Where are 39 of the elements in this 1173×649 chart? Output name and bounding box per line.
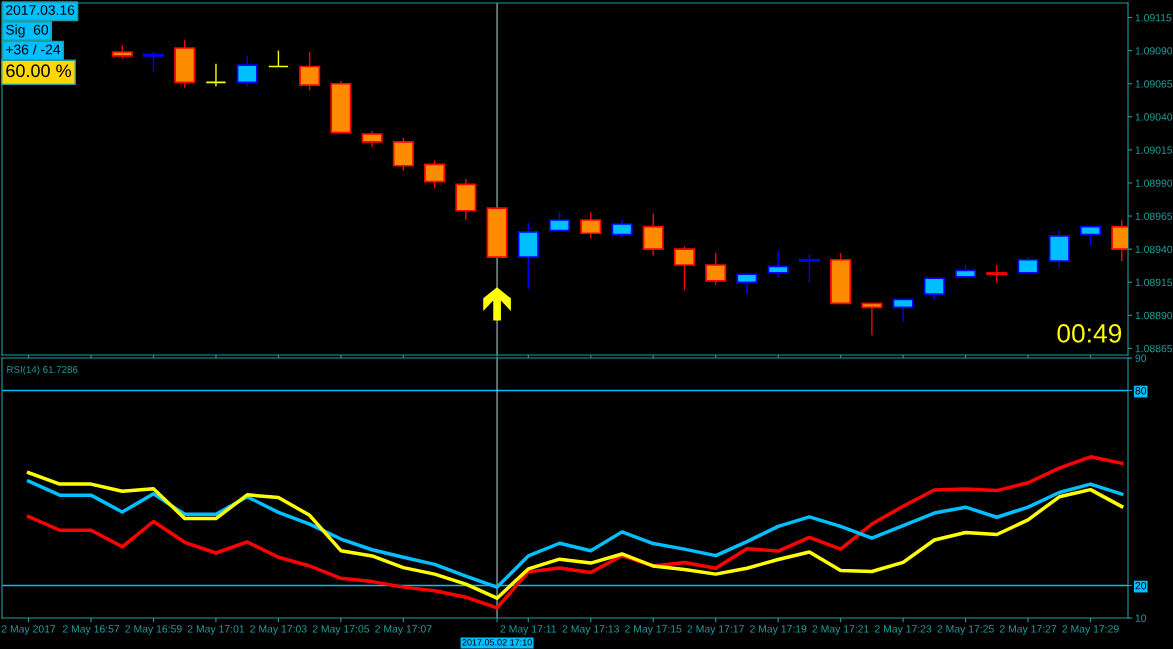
- x-tick-label: 2 May 17:23: [874, 625, 932, 635]
- annotation: 2017.03.16: [6, 5, 75, 15]
- x-tick-label: 2 May 17:25: [937, 625, 994, 635]
- x-tick-label: 2 May 17:07: [375, 625, 432, 635]
- annotation: +36 / -24: [6, 44, 61, 55]
- x-tick-label: 2 May 16:59: [125, 625, 182, 635]
- y-tick-label: 90: [1135, 354, 1147, 362]
- x-tick-label: 2 May 16:57: [62, 625, 120, 635]
- x-tick-label: 2017.05.02 17:10: [462, 639, 532, 646]
- x-tick-label: 2 May 17:15: [625, 625, 682, 635]
- x-tick-label: 2 May 17:11: [500, 625, 557, 635]
- y-tick-label: 1.09090: [1135, 47, 1173, 55]
- y-tick-label: 1.09115: [1135, 14, 1172, 22]
- x-tick-label: 2 May 17:27: [999, 625, 1057, 635]
- x-tick-label: 2 May 17:29: [1062, 625, 1119, 635]
- annotation: 00:49: [1057, 324, 1122, 343]
- x-tick-label: 2 May 17:05: [312, 625, 370, 635]
- x-tick-label: 2 May 17:13: [562, 625, 619, 635]
- annotation: 60.00 %: [6, 64, 71, 78]
- x-tick-label: 2 May 17:17: [687, 625, 744, 635]
- y-tick-label: 1.08890: [1135, 311, 1173, 320]
- y-tick-label: 1.09065: [1135, 80, 1173, 88]
- x-tick-label: 2 May 17:19: [750, 625, 807, 635]
- annotation: Sig 60: [6, 24, 49, 38]
- y-tick-label: 1.08990: [1135, 179, 1173, 187]
- y-tick-label: 1.08915: [1135, 278, 1173, 287]
- y-tick-label: 1.09015: [1135, 146, 1173, 154]
- y-tick-label: 1.09040: [1135, 113, 1173, 121]
- y-tick-label: 10: [1135, 614, 1147, 622]
- x-tick-label: 2 May 17:01: [187, 625, 245, 635]
- y-tick-label: 1.08865: [1135, 344, 1173, 353]
- x-tick-label: 2 May 17:03: [250, 625, 307, 635]
- x-tick-label: 2 May 17:21: [812, 625, 869, 635]
- y-tick-label: 20: [1135, 582, 1147, 590]
- x-tick-label: 2 May 2017: [1, 625, 56, 635]
- text: RSI(14) 61.7286: [7, 365, 78, 375]
- y-tick-label: 1.08965: [1135, 212, 1173, 220]
- y-tick-label: 1.08940: [1135, 245, 1173, 254]
- y-tick-label: 80: [1135, 387, 1147, 395]
